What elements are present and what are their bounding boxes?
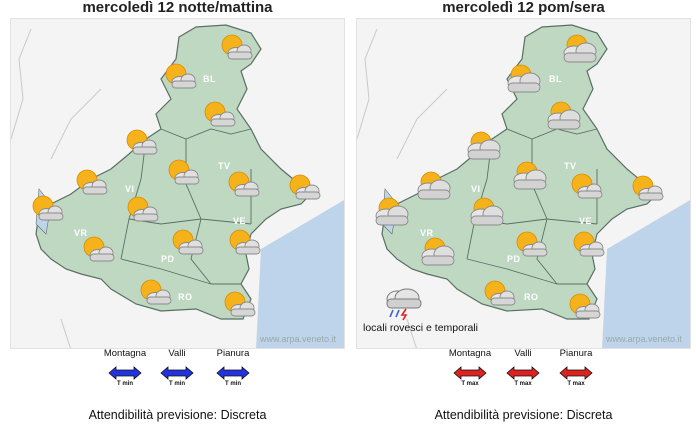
province-label-ro: RO [178,292,193,302]
partly-cloudy-icon [509,229,549,259]
legend-label: Montagna [448,348,492,359]
forecast-panel-afternoon-evening: mercoledì 12 pom/sera BL TV VI VE VR PD … [356,0,691,427]
stable-arrow-icon [160,366,194,380]
legend-valli: Valli T max [493,348,553,387]
mostly-cloudy-icon [559,34,599,64]
legend-sub: T min [169,381,185,387]
mostly-cloudy-icon [413,171,453,201]
legend-label: Pianura [216,348,250,359]
province-label-vr: VR [420,228,434,238]
legend-label: Valli [514,348,532,359]
legend-pianura: Pianura T min [203,348,263,387]
forecast-reliability: Attendibilità previsione: Discreta [434,408,613,422]
forecast-panel-night-morning: mercoledì 12 notte/mattina BL TV VI VE V… [10,0,345,427]
partly-cloudy-icon [282,172,322,202]
temperature-legend: Montagna T min Valli T min Pianura T min [10,348,345,396]
mostly-cloudy-icon [503,64,543,94]
province-label-ro: RO [524,292,539,302]
partly-cloudy-icon [165,227,205,257]
province-label-ve: VE [233,216,247,226]
legend-label: Valli [168,348,186,359]
legend-montagna: Montagna T max [440,348,500,387]
province-label-tv: TV [564,161,577,171]
outer-borders [11,28,102,348]
legend-sub: T min [117,381,133,387]
partly-cloudy-icon [76,234,116,264]
legend-sub: T max [514,381,532,387]
province-label-tv: TV [218,161,231,171]
partly-cloudy-icon [566,229,606,259]
partly-cloudy-icon [222,227,262,257]
province-label-vi: VI [471,184,481,194]
stable-arrow-icon [506,366,540,380]
outer-borders [357,28,448,348]
province-label-pd: PD [507,254,521,264]
panel-title: mercoledì 12 notte/mattina [82,0,273,16]
partly-cloudy-icon [214,32,254,62]
partly-cloudy-icon [564,171,604,201]
stable-arrow-icon [453,366,487,380]
partly-cloudy-icon [221,169,261,199]
partly-cloudy-icon [562,291,602,321]
legend-sub: T max [567,381,585,387]
watermark: www.arpa.veneto.it [605,334,682,344]
partly-cloudy-icon [133,277,173,307]
province-label-ve: VE [579,216,593,226]
forecast-reliability: Attendibilità previsione: Discreta [88,408,267,422]
forecast-note: locali rovesci e temporali [363,322,478,334]
adriatic-sea [256,200,344,348]
watermark: www.arpa.veneto.it [259,334,336,344]
partly-cloudy-icon [69,167,109,197]
mostly-cloudy-icon [543,101,583,131]
partly-cloudy-icon [197,99,237,129]
partly-cloudy-icon [217,289,257,319]
province-label-bl: BL [203,74,216,84]
partly-cloudy-icon [119,127,159,157]
partly-cloudy-icon [477,278,517,308]
stable-arrow-icon [108,366,142,380]
panel-title: mercoledì 12 pom/sera [442,0,605,16]
legend-sub: T max [461,381,479,387]
thunderstorm-icon [386,288,422,321]
veneto-map: BL TV VI VE VR PD RO www.arpa.veneto.it [10,18,345,349]
partly-cloudy-icon [25,193,65,223]
partly-cloudy-icon [158,61,198,91]
adriatic-sea [602,200,690,348]
partly-cloudy-icon [625,173,665,203]
legend-pianura: Pianura T max [546,348,606,387]
legend-montagna: Montagna T min [95,348,155,387]
mostly-cloudy-icon [466,197,506,227]
mostly-cloudy-icon [509,161,549,191]
mostly-cloudy-icon [371,197,411,227]
legend-label: Pianura [559,348,593,359]
veneto-map: BL TV VI VE VR PD RO www.arpa.veneto.it … [356,18,691,349]
mostly-cloudy-icon [417,237,457,267]
temperature-legend: Montagna T max Valli T max Pianura T max [356,348,691,396]
province-label-bl: BL [549,74,562,84]
legend-sub: T min [225,381,241,387]
province-label-pd: PD [161,254,175,264]
stable-arrow-icon [216,366,250,380]
partly-cloudy-icon [161,157,201,187]
mostly-cloudy-icon [463,131,503,161]
legend-label: Montagna [103,348,147,359]
partly-cloudy-icon [120,194,160,224]
province-label-vr: VR [74,228,88,238]
province-label-vi: VI [125,184,135,194]
legend-valli: Valli T min [147,348,207,387]
stable-arrow-icon [559,366,593,380]
